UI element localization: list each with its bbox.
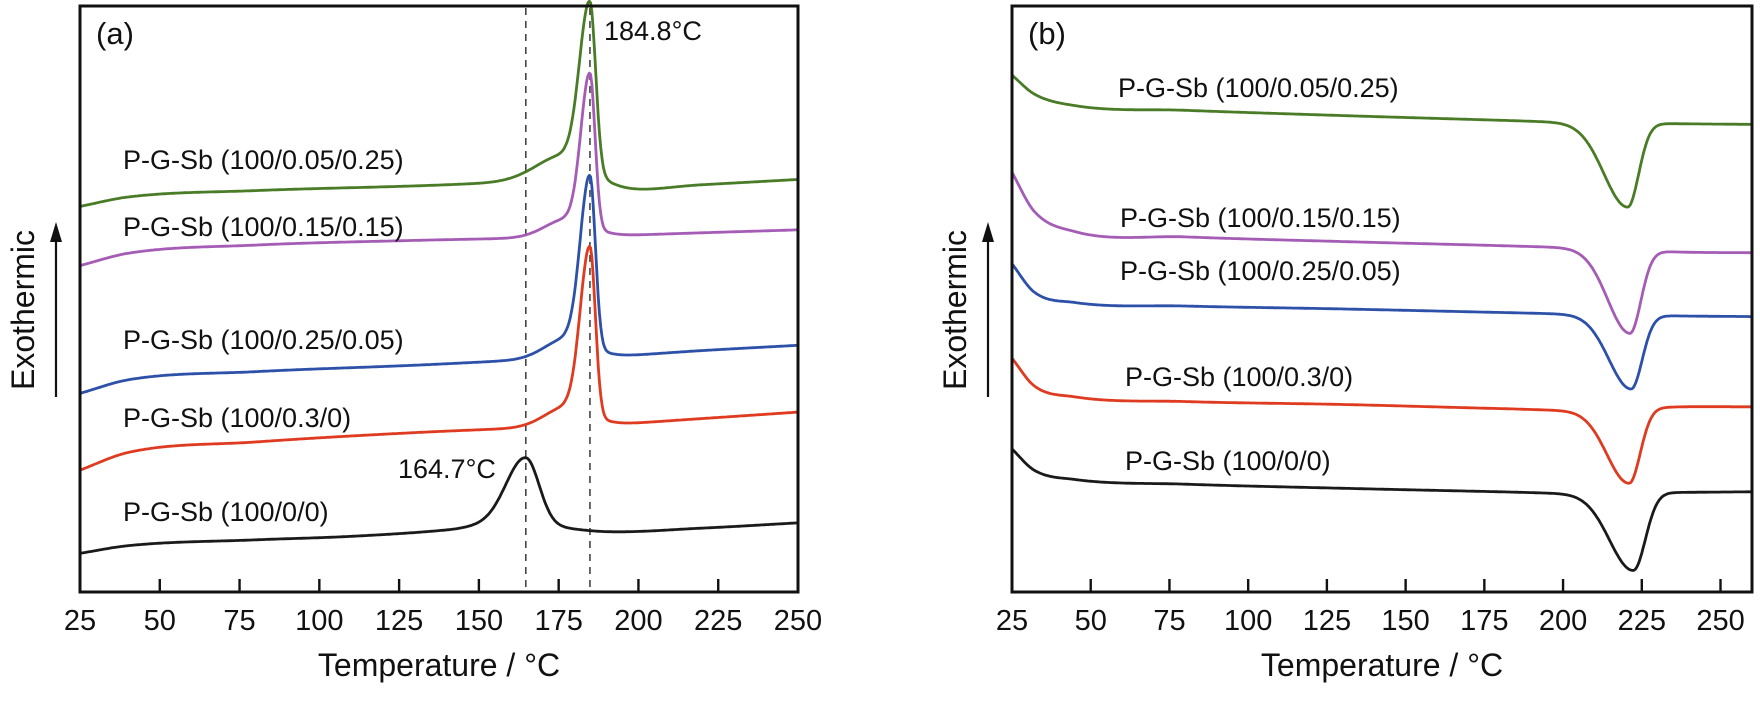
- x-tick-label-200: 200: [614, 605, 662, 637]
- peak-annotation-184: 184.8°C: [604, 16, 702, 46]
- curve-label-1: P-G-Sb (100/0.15/0.15): [123, 212, 404, 242]
- x-tick-label-225: 225: [694, 605, 742, 637]
- panel-a-tag: (a): [96, 16, 134, 51]
- peak-annotation-164: 164.7°C: [398, 454, 496, 484]
- curve-path-3: [1010, 356, 1753, 485]
- x-tick-label-25: 25: [64, 605, 96, 637]
- curve-path-1: [1010, 171, 1753, 335]
- curve-label-2: P-G-Sb (100/0.25/0.05): [1120, 256, 1401, 286]
- panel-b-plot-area: P-G-Sb (100/0.05/0.25) P-G-Sb (100/0.15/0…: [996, 73, 1753, 637]
- panel-a-exothermic-arrow: [50, 222, 62, 397]
- x-tick-label-175: 175: [1460, 605, 1508, 637]
- curve-path-3: [78, 245, 799, 472]
- curve-path-2: [78, 173, 799, 395]
- panel-a-plot-area: P-G-Sb (100/0.05/0.25) P-G-Sb (100/0.15/0…: [64, 0, 822, 637]
- panel-a-xaxis-title: Temperature / °C: [318, 647, 560, 683]
- x-tick-label-75: 75: [1153, 605, 1185, 637]
- x-tick-label-50: 50: [144, 605, 176, 637]
- panel-a-yaxis-title: Exothermic: [5, 230, 41, 390]
- panel-b-exothermic-arrow: [982, 222, 994, 397]
- panel-a-border: [78, 4, 800, 594]
- panel-b-border: [1010, 4, 1754, 594]
- curve-label-2: P-G-Sb (100/0.25/0.05): [123, 325, 404, 355]
- curve-label-0: P-G-Sb (100/0.05/0.25): [1118, 73, 1399, 103]
- curve-label-3: P-G-Sb (100/0.3/0): [123, 403, 351, 433]
- x-tick-label-150: 150: [455, 605, 503, 637]
- curve-path-0: [1010, 73, 1753, 209]
- x-tick-label-75: 75: [223, 605, 255, 637]
- curve-label-4: P-G-Sb (100/0/0): [1125, 446, 1331, 476]
- panel-b-xaxis-title: Temperature / °C: [1261, 647, 1503, 683]
- curve-label-1: P-G-Sb (100/0.15/0.15): [1120, 203, 1401, 233]
- curve-path-0: [78, 0, 799, 208]
- curve-path-4: [1010, 447, 1753, 572]
- panel-b-tag: (b): [1028, 16, 1066, 51]
- curve-label-4: P-G-Sb (100/0/0): [123, 497, 329, 527]
- x-tick-label-250: 250: [1696, 605, 1744, 637]
- x-tick-label-100: 100: [1224, 605, 1272, 637]
- x-tick-label-175: 175: [534, 605, 582, 637]
- x-tick-label-225: 225: [1618, 605, 1666, 637]
- x-tick-label-50: 50: [1075, 605, 1107, 637]
- x-tick-label-250: 250: [774, 605, 822, 637]
- curve-path-4: [78, 456, 799, 555]
- x-tick-label-100: 100: [295, 605, 343, 637]
- x-tick-label-125: 125: [375, 605, 423, 637]
- curve-path-1: [78, 71, 799, 267]
- x-tick-label-25: 25: [996, 605, 1028, 637]
- curve-path-2: [1010, 262, 1753, 391]
- x-tick-label-125: 125: [1303, 605, 1351, 637]
- x-tick-label-200: 200: [1539, 605, 1587, 637]
- x-tick-label-150: 150: [1381, 605, 1429, 637]
- curve-label-0: P-G-Sb (100/0.05/0.25): [123, 145, 404, 175]
- curve-label-3: P-G-Sb (100/0.3/0): [1125, 362, 1353, 392]
- panel-b-yaxis-title: Exothermic: [937, 230, 973, 390]
